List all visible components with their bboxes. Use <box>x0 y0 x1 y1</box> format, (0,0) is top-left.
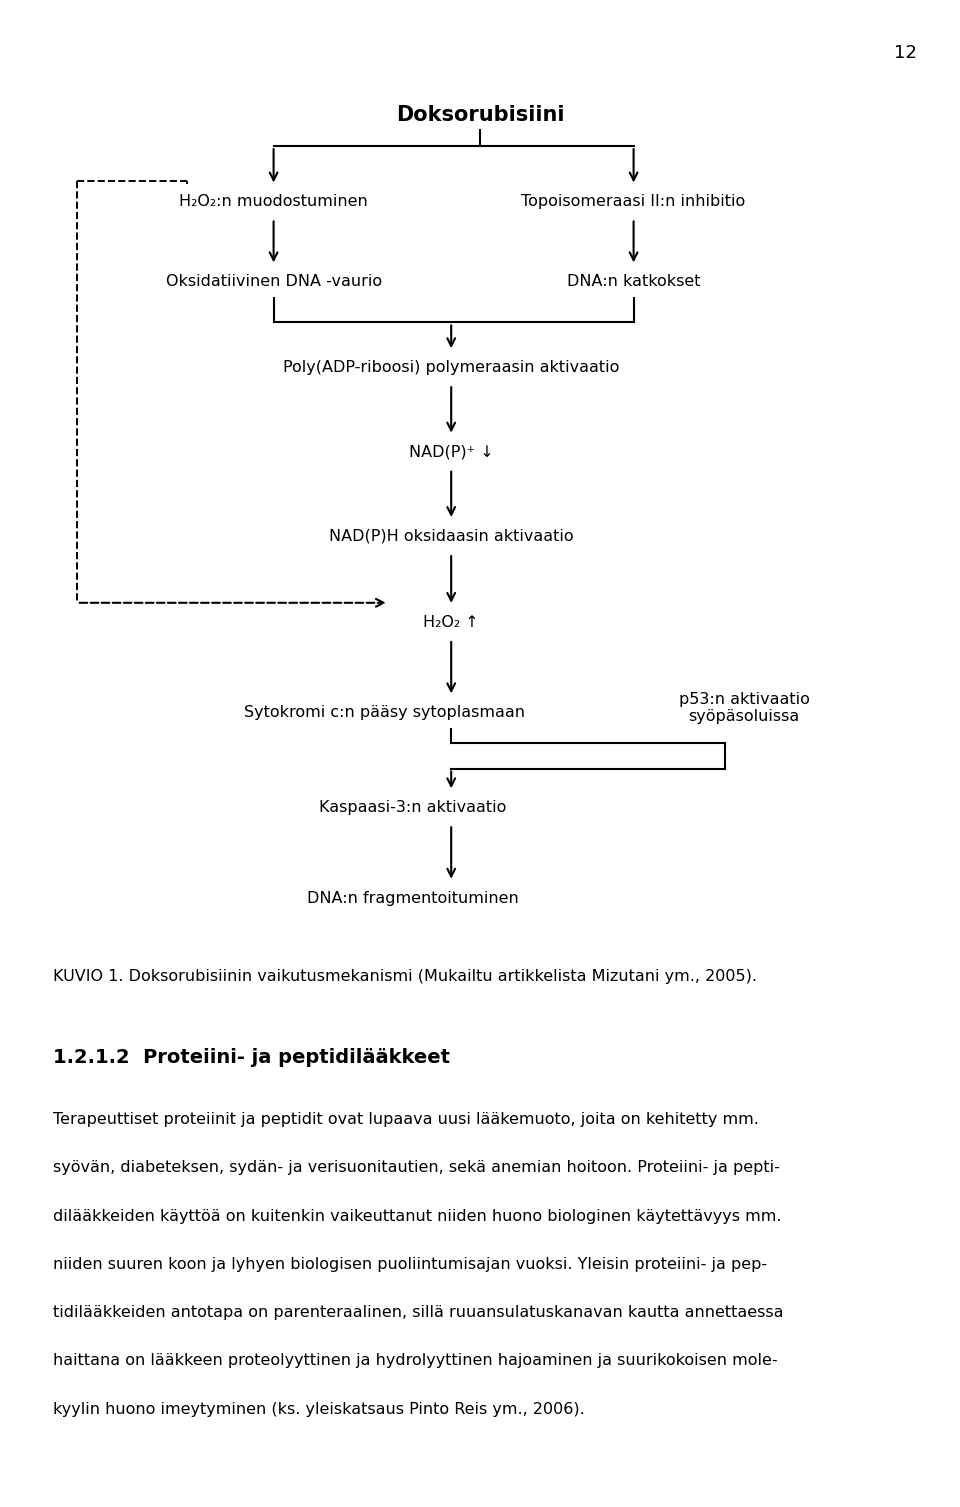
Text: Doksorubisiini: Doksorubisiini <box>396 104 564 125</box>
Text: DNA:n katkokset: DNA:n katkokset <box>566 274 701 289</box>
Text: Sytokromi c:n pääsy sytoplasmaan: Sytokromi c:n pääsy sytoplasmaan <box>244 705 524 720</box>
Text: 1.2.1.2  Proteiini- ja peptidilääkkeet: 1.2.1.2 Proteiini- ja peptidilääkkeet <box>53 1049 450 1067</box>
Text: DNA:n fragmentoituminen: DNA:n fragmentoituminen <box>307 891 518 906</box>
Text: niiden suuren koon ja lyhyen biologisen puoliintumisajan vuoksi. Yleisin proteii: niiden suuren koon ja lyhyen biologisen … <box>53 1257 767 1272</box>
Text: NAD(P)H oksidaasin aktivaatio: NAD(P)H oksidaasin aktivaatio <box>329 529 573 544</box>
Text: Poly(ADP-riboosi) polymeraasin aktivaatio: Poly(ADP-riboosi) polymeraasin aktivaati… <box>283 360 619 375</box>
Text: haittana on lääkkeen proteolyyttinen ja hydrolyyttinen hajoaminen ja suurikokois: haittana on lääkkeen proteolyyttinen ja … <box>53 1353 778 1368</box>
Text: syövän, diabeteksen, sydän- ja verisuonitautien, sekä anemian hoitoon. Proteiini: syövän, diabeteksen, sydän- ja verisuoni… <box>53 1160 780 1175</box>
Text: Kaspaasi-3:n aktivaatio: Kaspaasi-3:n aktivaatio <box>319 800 507 815</box>
Text: KUVIO 1. Doksorubisiinin vaikutusmekanismi (Mukailtu artikkelista Mizutani ym., : KUVIO 1. Doksorubisiinin vaikutusmekanis… <box>53 969 756 984</box>
Text: 12: 12 <box>894 44 917 62</box>
Text: dilääkkeiden käyttöä on kuitenkin vaikeuttanut niiden huono biologinen käytettäv: dilääkkeiden käyttöä on kuitenkin vaikeu… <box>53 1209 781 1224</box>
Text: H₂O₂:n muodostuminen: H₂O₂:n muodostuminen <box>180 194 368 209</box>
Text: NAD(P)⁺ ↓: NAD(P)⁺ ↓ <box>409 445 493 460</box>
Text: kyylin huono imeytyminen (ks. yleiskatsaus Pinto Reis ym., 2006).: kyylin huono imeytyminen (ks. yleiskatsa… <box>53 1402 585 1417</box>
Text: Terapeuttiset proteiinit ja peptidit ovat lupaava uusi lääkemuoto, joita on kehi: Terapeuttiset proteiinit ja peptidit ova… <box>53 1112 758 1127</box>
Text: Topoisomeraasi II:n inhibitio: Topoisomeraasi II:n inhibitio <box>521 194 746 209</box>
Text: Oksidatiivinen DNA -vaurio: Oksidatiivinen DNA -vaurio <box>165 274 382 289</box>
Text: p53:n aktivaatio
syöpäsoluissa: p53:n aktivaatio syöpäsoluissa <box>679 692 809 725</box>
Text: H₂O₂ ↑: H₂O₂ ↑ <box>423 615 479 630</box>
Text: tidilääkkeiden antotapa on parenteraalinen, sillä ruuansulatuskanavan kautta ann: tidilääkkeiden antotapa on parenteraalin… <box>53 1305 783 1320</box>
